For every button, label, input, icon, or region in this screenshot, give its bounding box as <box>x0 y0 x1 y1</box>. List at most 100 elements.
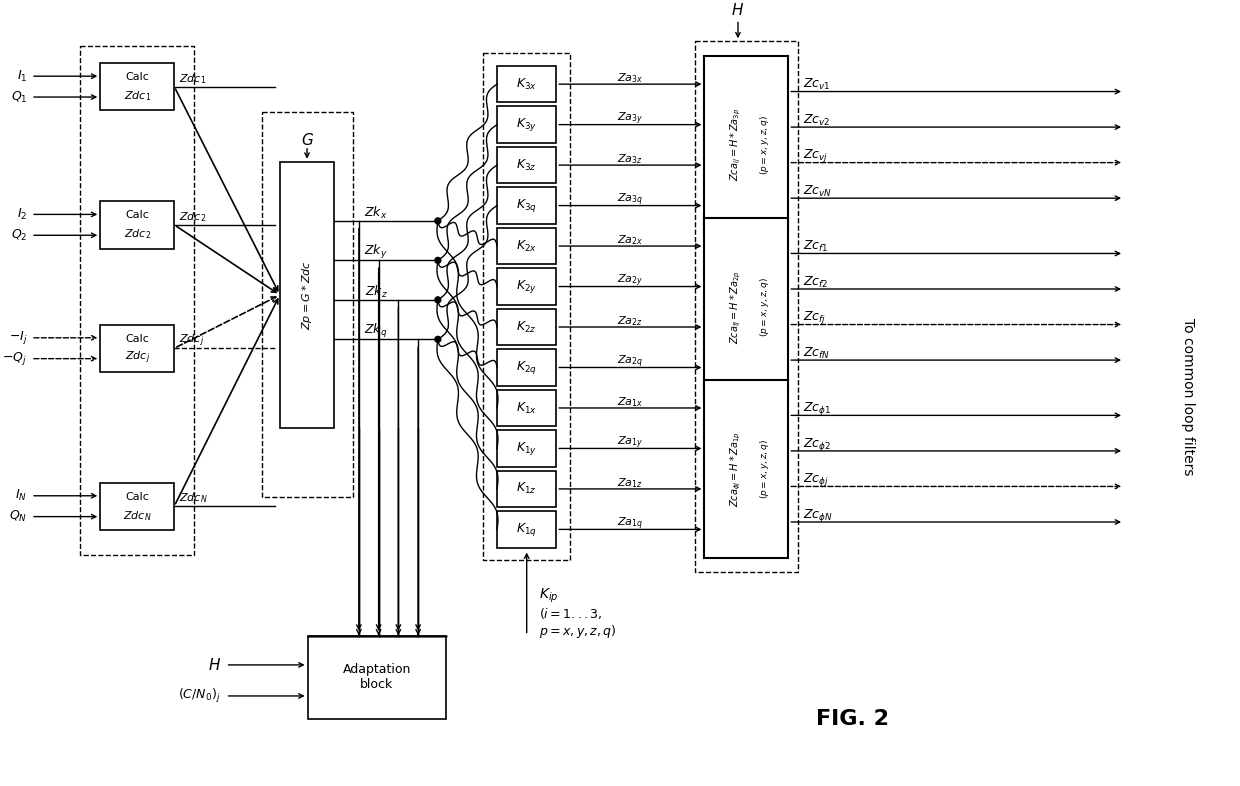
Text: $(p=x,y,z,q)$: $(p=x,y,z,q)$ <box>759 277 771 336</box>
Text: $Zp = G * Zdc$: $Zp = G * Zdc$ <box>300 260 314 330</box>
Text: $Zdc_2$: $Zdc_2$ <box>180 210 206 224</box>
Bar <box>308 636 445 719</box>
Text: $-Q_j$: $-Q_j$ <box>2 351 27 367</box>
Text: $Zk_x$: $Zk_x$ <box>365 205 388 221</box>
Bar <box>704 218 789 395</box>
Text: $p=x,y,z,q)$: $p=x,y,z,q)$ <box>538 623 616 640</box>
Text: FIG. 2: FIG. 2 <box>816 710 889 729</box>
Bar <box>497 66 557 102</box>
Bar <box>484 53 570 560</box>
Text: $-I_j$: $-I_j$ <box>9 329 27 347</box>
Text: $K_{3q}$: $K_{3q}$ <box>516 197 537 214</box>
Bar <box>497 511 557 548</box>
Bar <box>497 430 557 467</box>
Bar <box>497 228 557 264</box>
Text: $Za_{3y}$: $Za_{3y}$ <box>618 111 644 127</box>
Bar <box>81 46 193 555</box>
Text: $Za_{3x}$: $Za_{3x}$ <box>618 72 644 85</box>
Text: $Zc_{fN}$: $Zc_{fN}$ <box>804 346 831 361</box>
Text: $Zdc_N$: $Zdc_N$ <box>123 509 151 523</box>
Text: $K_{1z}$: $K_{1z}$ <box>516 481 537 497</box>
Bar <box>694 41 799 572</box>
Text: $Zk_q$: $Zk_q$ <box>365 322 388 340</box>
Text: $Q_2$: $Q_2$ <box>11 228 27 243</box>
Bar <box>497 349 557 386</box>
Bar <box>497 187 557 224</box>
Text: $Zca_{ij}=H*Za_{3p}$: $Zca_{ij}=H*Za_{3p}$ <box>729 108 744 182</box>
Text: $Q_N$: $Q_N$ <box>9 509 27 524</box>
Text: $Zk_z$: $Zk_z$ <box>365 284 388 300</box>
Bar <box>704 380 789 557</box>
Text: $Zca_{\phi j}=H*Za_{1p}$: $Zca_{\phi j}=H*Za_{1p}$ <box>729 431 744 507</box>
Text: $Zdc_1$: $Zdc_1$ <box>180 72 207 86</box>
Text: $Za_{2z}$: $Za_{2z}$ <box>618 314 644 328</box>
Text: $Zdc_N$: $Zdc_N$ <box>180 491 208 505</box>
Text: $(i=1...3,$: $(i=1...3,$ <box>538 606 603 621</box>
Bar <box>100 63 175 110</box>
Text: $Za_{2x}$: $Za_{2x}$ <box>618 233 644 247</box>
Text: $K_{3y}$: $K_{3y}$ <box>516 116 537 133</box>
Text: $Zk_y$: $Zk_y$ <box>365 244 388 262</box>
Text: $Zdc_j$: $Zdc_j$ <box>180 332 205 348</box>
Text: $(C/N_0)_j$: $(C/N_0)_j$ <box>179 687 221 705</box>
Text: $Zdc_j$: $Zdc_j$ <box>125 350 150 366</box>
Text: $I_N$: $I_N$ <box>15 488 27 503</box>
Text: $Zca_{fj}=H*Za_{2p}$: $Zca_{fj}=H*Za_{2p}$ <box>729 270 744 343</box>
Text: $Zdc_{2}$: $Zdc_{2}$ <box>124 227 151 241</box>
Text: $Q_1$: $Q_1$ <box>11 90 27 105</box>
Text: $G$: $G$ <box>300 132 314 148</box>
Bar <box>704 56 789 233</box>
Text: $Za_{2q}$: $Za_{2q}$ <box>618 354 644 369</box>
Text: Adaptation
block: Adaptation block <box>342 663 410 692</box>
Text: $Za_{1y}$: $Za_{1y}$ <box>618 435 644 450</box>
Bar <box>497 309 557 345</box>
Text: $(p=x,y,z,q)$: $(p=x,y,z,q)$ <box>759 439 771 498</box>
Circle shape <box>435 336 440 343</box>
Text: $K_{1q}$: $K_{1q}$ <box>516 521 537 538</box>
Text: $Zdc_{1}$: $Zdc_{1}$ <box>124 89 151 103</box>
Text: $Za_{3z}$: $Za_{3z}$ <box>618 152 644 166</box>
Circle shape <box>435 297 440 303</box>
Text: $(p=x,y,z,q)$: $(p=x,y,z,q)$ <box>759 115 771 174</box>
Text: $I_1$: $I_1$ <box>16 68 27 84</box>
Text: $H$: $H$ <box>207 657 221 673</box>
Text: $K_{3x}$: $K_{3x}$ <box>516 76 537 92</box>
Text: Calc: Calc <box>125 211 149 220</box>
Bar <box>100 325 175 372</box>
Text: $Zc_{vj}$: $Zc_{vj}$ <box>804 147 828 164</box>
Text: $K_{3z}$: $K_{3z}$ <box>516 157 537 173</box>
Text: $Zc_{v1}$: $Zc_{v1}$ <box>804 77 831 92</box>
Bar <box>497 106 557 143</box>
Text: $Zc_{\phi j}$: $Zc_{\phi j}$ <box>804 471 830 488</box>
Text: $Zc_{fj}$: $Zc_{fj}$ <box>804 309 826 326</box>
Text: $H$: $H$ <box>732 2 744 17</box>
Text: $Za_{1q}$: $Za_{1q}$ <box>618 516 644 531</box>
Text: $K_{2x}$: $K_{2x}$ <box>516 238 537 254</box>
Text: $Zc_{vN}$: $Zc_{vN}$ <box>804 184 832 199</box>
Text: $Zc_{\phi 1}$: $Zc_{\phi 1}$ <box>804 400 831 417</box>
Circle shape <box>435 257 440 263</box>
Circle shape <box>435 218 440 224</box>
Bar <box>497 471 557 507</box>
Bar <box>497 147 557 183</box>
Text: Calc: Calc <box>125 72 149 82</box>
Text: $K_{ip}$: $K_{ip}$ <box>538 587 558 605</box>
Bar <box>100 201 175 248</box>
Text: $Za_{2y}$: $Za_{2y}$ <box>618 273 644 288</box>
Text: $Zc_{\phi N}$: $Zc_{\phi N}$ <box>804 507 833 523</box>
Text: $Za_{1x}$: $Za_{1x}$ <box>618 395 644 409</box>
Text: $Zc_{f2}$: $Zc_{f2}$ <box>804 274 828 290</box>
Text: Calc: Calc <box>125 334 149 343</box>
Text: $Za_{3q}$: $Za_{3q}$ <box>618 192 644 208</box>
Text: $Zc_{f1}$: $Zc_{f1}$ <box>804 239 828 254</box>
Bar <box>280 162 335 428</box>
Bar <box>100 483 175 530</box>
Text: $K_{2y}$: $K_{2y}$ <box>516 278 537 295</box>
Text: $Zc_{v2}$: $Zc_{v2}$ <box>804 112 831 128</box>
Text: $K_{2z}$: $K_{2z}$ <box>516 319 537 335</box>
Text: Calc: Calc <box>125 492 149 501</box>
Text: $Zc_{\phi 2}$: $Zc_{\phi 2}$ <box>804 435 831 453</box>
Bar <box>262 112 353 498</box>
Text: $K_{2q}$: $K_{2q}$ <box>516 359 537 376</box>
Bar <box>497 268 557 305</box>
